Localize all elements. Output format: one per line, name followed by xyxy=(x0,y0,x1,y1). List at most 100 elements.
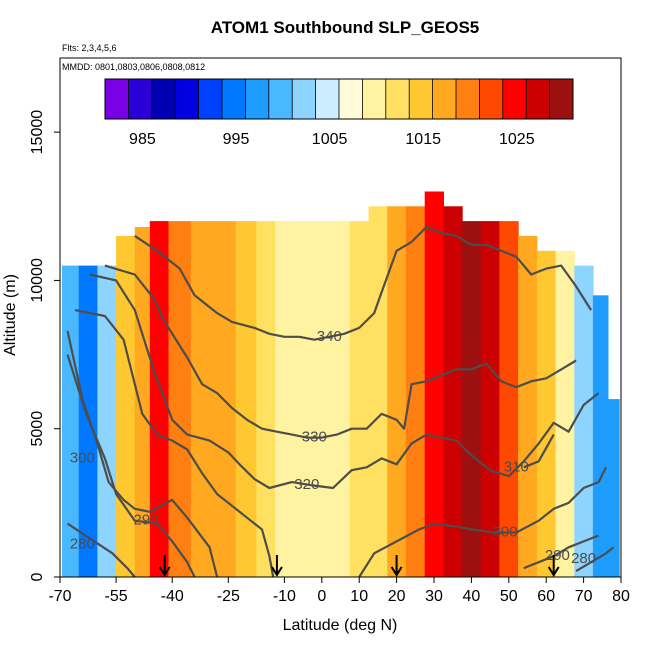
colorbar-swatch xyxy=(502,79,527,119)
contour-label: 340 xyxy=(317,328,342,345)
colorbar-swatch xyxy=(151,79,176,119)
flight-marker-head xyxy=(158,566,171,577)
x-axis-label: Latitude (deg N) xyxy=(283,617,398,634)
heatmap-column xyxy=(555,250,575,578)
y-axis-label: Altitude (m) xyxy=(2,274,19,356)
colorbar-swatch xyxy=(526,79,551,119)
colorbar-swatch xyxy=(175,79,200,119)
flight-marker-head xyxy=(390,566,403,577)
y-tick-label: 15000 xyxy=(29,110,46,155)
contour-label: 300 xyxy=(493,523,518,540)
heatmap-column xyxy=(235,221,257,577)
heatmap-column xyxy=(607,399,620,577)
heatmap-column xyxy=(116,235,136,577)
heatmap-column xyxy=(349,221,370,577)
contour-line xyxy=(104,264,577,439)
x-tick-label: 50 xyxy=(500,588,518,605)
x-tick-label: 10 xyxy=(350,588,368,605)
contour-label: 320 xyxy=(294,476,319,493)
x-tick-label: 80 xyxy=(612,588,630,605)
heatmap-cells xyxy=(61,191,620,578)
contour-label: 290 xyxy=(133,512,158,529)
x-tick-label: -70 xyxy=(48,588,71,605)
x-tick-label: -25 xyxy=(217,588,240,605)
contour-line xyxy=(358,466,607,578)
contour-line xyxy=(523,534,600,570)
heatmap-column xyxy=(97,265,117,577)
heatmap-column xyxy=(405,206,426,578)
x-tick-label: 70 xyxy=(575,588,593,605)
colorbar-swatch xyxy=(456,79,480,119)
x-tick-label: 30 xyxy=(425,588,443,605)
heatmap-column xyxy=(149,221,170,577)
heatmap-column xyxy=(275,221,295,577)
x-tick-label: -55 xyxy=(105,588,128,605)
contour-label: 310 xyxy=(504,458,529,475)
colorbar-frame xyxy=(104,78,574,120)
contour-line xyxy=(89,273,600,490)
heatmap-column xyxy=(536,250,557,578)
heatmap-column xyxy=(331,221,351,577)
contour-label: 300 xyxy=(70,449,95,466)
contour-label: 330 xyxy=(302,429,327,446)
plot-frame xyxy=(59,57,622,578)
colorbar-swatch xyxy=(222,79,246,119)
heatmap-column xyxy=(213,221,237,577)
heatmap-column xyxy=(168,221,192,577)
colorbar-tick-label: 995 xyxy=(223,131,250,148)
flight-marker-head xyxy=(271,566,283,577)
colorbar-swatch xyxy=(549,79,574,119)
colorbar-swatch xyxy=(339,79,363,119)
colorbar-swatch xyxy=(105,79,129,119)
x-tick-label: -40 xyxy=(161,588,184,605)
heatmap-column xyxy=(443,206,463,578)
heatmap-column xyxy=(574,265,594,577)
y-tick-label: 5000 xyxy=(29,411,46,447)
colorbar-swatch xyxy=(315,79,340,119)
contour-line xyxy=(66,330,219,578)
contour-line xyxy=(74,309,275,578)
colorbar-swatch xyxy=(245,79,270,119)
colorbar-swatch xyxy=(409,79,434,119)
y-axis: 0 5000 10000 15000 xyxy=(29,110,60,581)
colorbar-tick-label: 1015 xyxy=(405,131,441,148)
heatmap-column xyxy=(293,221,314,577)
colorbar-tick-label: 1025 xyxy=(499,131,535,148)
heatmap-column xyxy=(387,206,407,578)
heatmap-column xyxy=(424,191,444,577)
x-axis: -70 -55 -40 -25 -10 0 10 20 30 40 50 60 70 80 xyxy=(48,577,630,605)
heatmap-column xyxy=(462,221,482,577)
chart-title: ATOM1 Southbound SLP_GEOS5 xyxy=(211,18,480,37)
heatmap-column xyxy=(134,227,151,577)
contour-label: 280 xyxy=(70,535,95,552)
colorbar: 985 995 1005 1015 1025 xyxy=(104,78,574,148)
colorbar-tick-label: 1005 xyxy=(312,131,348,148)
heatmap-column xyxy=(368,206,388,578)
flight-markers xyxy=(158,555,560,577)
x-tick-label: 20 xyxy=(388,588,406,605)
colorbar-swatch xyxy=(432,79,457,119)
dates-subtitle: MMDD: 0801,0803,0806,0808,0812 xyxy=(62,62,205,72)
x-tick-label: 0 xyxy=(317,588,326,605)
contour-line xyxy=(523,434,555,469)
contour-label: 280 xyxy=(571,550,596,567)
colorbar-swatch xyxy=(128,79,153,119)
heatmap-column xyxy=(592,295,609,577)
heatmap-column xyxy=(499,221,519,577)
contour-line xyxy=(575,546,615,573)
heatmap-column xyxy=(190,221,214,577)
colorbar-tick-label: 985 xyxy=(129,131,156,148)
contour-line xyxy=(66,522,136,578)
contour-label: 290 xyxy=(545,547,570,564)
colorbar-swatch xyxy=(292,79,317,119)
contour-line xyxy=(134,225,593,341)
heatmap-column xyxy=(312,221,332,577)
x-tick-label: 60 xyxy=(537,588,555,605)
x-tick-label: -10 xyxy=(273,588,296,605)
colorbar-swatch xyxy=(268,79,293,119)
colorbar-swatch xyxy=(385,79,410,119)
y-tick-label: 0 xyxy=(29,572,46,581)
flights-subtitle: Flts: 2,3,4,5,6 xyxy=(62,43,117,53)
